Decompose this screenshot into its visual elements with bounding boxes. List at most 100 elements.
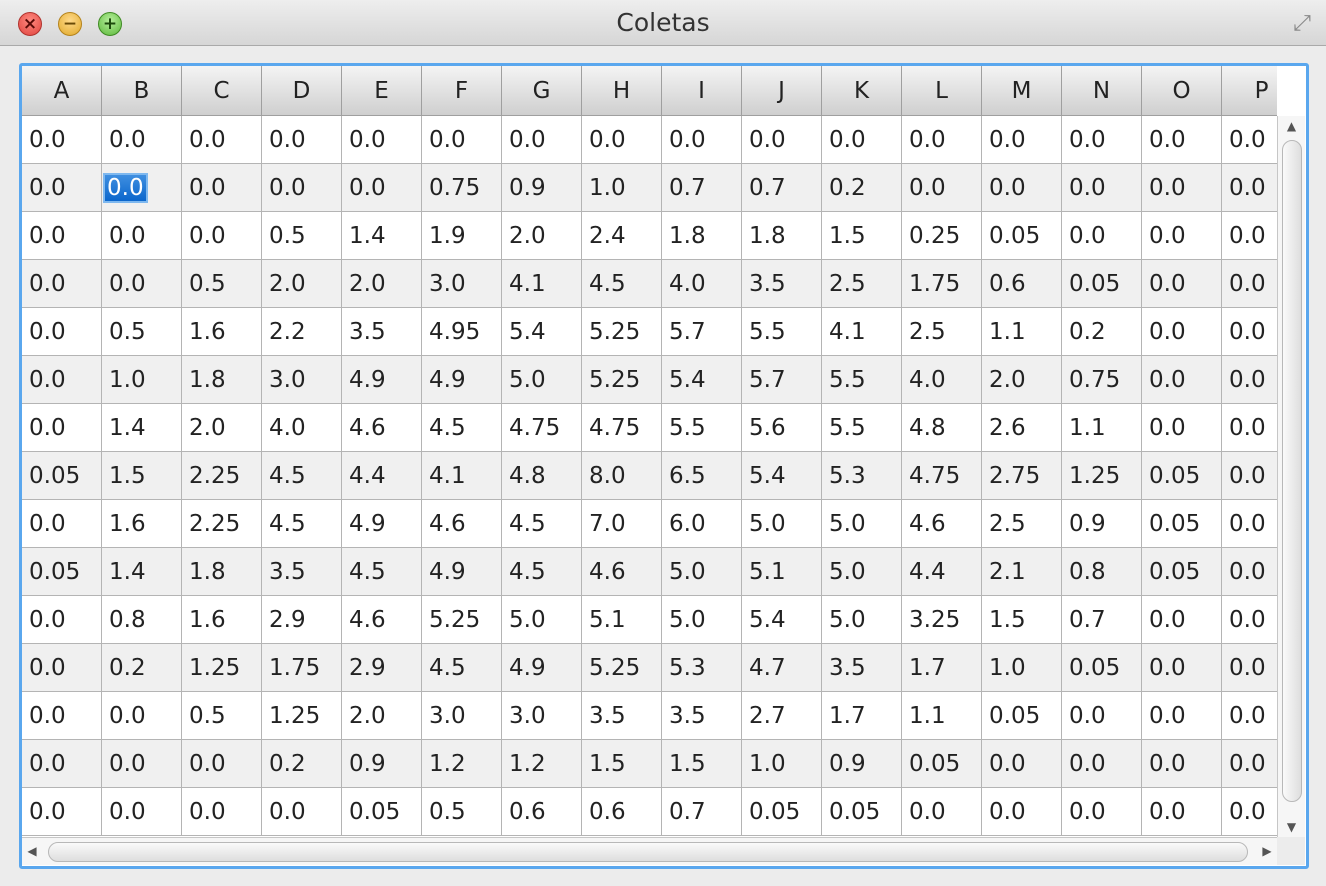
table-cell[interactable]: 1.6 <box>182 308 262 356</box>
table-cell[interactable]: 0.0 <box>22 164 102 212</box>
table-cell[interactable]: 0.0 <box>982 164 1062 212</box>
table-cell[interactable]: 5.1 <box>582 596 662 644</box>
table-cell[interactable]: 5.4 <box>742 596 822 644</box>
table-cell[interactable]: 0.0 <box>182 116 262 164</box>
table-cell[interactable]: 2.9 <box>342 644 422 692</box>
table-cell[interactable]: 0.0 <box>182 212 262 260</box>
table-cell[interactable]: 4.5 <box>342 548 422 596</box>
column-header[interactable]: N <box>1062 66 1142 116</box>
table-cell[interactable]: 0.0 <box>1222 356 1277 404</box>
table-cell[interactable]: 0.9 <box>502 164 582 212</box>
table-cell[interactable]: 1.7 <box>902 644 982 692</box>
table-cell[interactable]: 0.0 <box>22 692 102 740</box>
table-cell[interactable]: 0.0 <box>982 740 1062 788</box>
table-cell[interactable]: 0.0 <box>1222 260 1277 308</box>
table-cell[interactable]: 0.05 <box>982 692 1062 740</box>
table-cell[interactable]: 0.05 <box>1142 548 1222 596</box>
table-cell[interactable]: 6.0 <box>662 500 742 548</box>
table-cell[interactable]: 1.1 <box>982 308 1062 356</box>
table-cell[interactable]: 5.25 <box>582 356 662 404</box>
table-cell[interactable]: 4.0 <box>262 404 342 452</box>
table-cell[interactable]: 1.9 <box>422 212 502 260</box>
table-cell[interactable]: 4.7 <box>742 644 822 692</box>
horizontal-scrollbar[interactable]: ◀ ▶ <box>22 837 1277 865</box>
fullscreen-button[interactable]: ⤢ <box>1288 10 1316 38</box>
scroll-right-icon[interactable]: ▶ <box>1262 844 1272 858</box>
table-cell[interactable]: 4.5 <box>582 260 662 308</box>
table-cell[interactable]: 5.7 <box>742 356 822 404</box>
table-cell[interactable]: 0.0 <box>22 404 102 452</box>
table-cell[interactable]: 1.6 <box>102 500 182 548</box>
column-header[interactable]: E <box>342 66 422 116</box>
table-cell[interactable]: 4.6 <box>342 596 422 644</box>
table-cell[interactable]: 0.0 <box>262 116 342 164</box>
table-cell[interactable]: 0.0 <box>1222 788 1277 836</box>
table-cell[interactable]: 0.2 <box>822 164 902 212</box>
table-cell[interactable]: 0.7 <box>742 164 822 212</box>
table-cell[interactable]: 2.0 <box>262 260 342 308</box>
table-cell[interactable]: 3.0 <box>422 692 502 740</box>
table-cell[interactable]: 0.0 <box>1222 548 1277 596</box>
table-cell[interactable]: 4.9 <box>342 356 422 404</box>
table-cell[interactable]: 5.3 <box>822 452 902 500</box>
table-cell[interactable]: 4.75 <box>582 404 662 452</box>
horizontal-scroll-thumb[interactable] <box>48 842 1248 862</box>
table-cell[interactable]: 0.0 <box>22 116 102 164</box>
table-cell[interactable]: 0.5 <box>422 788 502 836</box>
table-cell[interactable]: 4.5 <box>502 548 582 596</box>
table-cell[interactable]: 0.0 <box>182 164 262 212</box>
table-cell[interactable]: 0.6 <box>582 788 662 836</box>
table-cell[interactable]: 0.0 <box>1222 452 1277 500</box>
table-cell[interactable]: 2.25 <box>182 500 262 548</box>
table-cell[interactable]: 0.0 <box>1222 740 1277 788</box>
table-cell[interactable]: 5.0 <box>822 500 902 548</box>
table-cell[interactable]: 0.0 <box>1222 116 1277 164</box>
column-header[interactable]: F <box>422 66 502 116</box>
table-cell[interactable]: 1.4 <box>102 404 182 452</box>
table-cell[interactable]: 4.0 <box>902 356 982 404</box>
table-cell[interactable]: 0.6 <box>502 788 582 836</box>
table-cell[interactable]: 3.0 <box>422 260 502 308</box>
table-cell[interactable]: 0.25 <box>902 212 982 260</box>
table-cell[interactable]: 0.5 <box>182 260 262 308</box>
table-cell[interactable]: 1.5 <box>662 740 742 788</box>
table-cell[interactable]: 0.0 <box>1062 788 1142 836</box>
table-cell[interactable]: 0.5 <box>102 308 182 356</box>
table-cell[interactable]: 3.0 <box>502 692 582 740</box>
table-cell[interactable]: 3.5 <box>662 692 742 740</box>
table-cell[interactable]: 1.0 <box>982 644 1062 692</box>
table-cell[interactable]: 1.2 <box>502 740 582 788</box>
table-cell[interactable]: 1.25 <box>262 692 342 740</box>
table-cell[interactable]: 0.0 <box>1222 692 1277 740</box>
table-cell[interactable]: 0.0 <box>1222 500 1277 548</box>
table-cell[interactable]: 0.0 <box>22 788 102 836</box>
table-cell[interactable]: 4.75 <box>502 404 582 452</box>
table-cell[interactable]: 0.0 <box>1142 356 1222 404</box>
table-cell[interactable]: 0.0 <box>22 500 102 548</box>
table-cell[interactable]: 0.5 <box>182 692 262 740</box>
table-cell[interactable]: 0.0 <box>1062 692 1142 740</box>
table-cell[interactable]: 4.5 <box>502 500 582 548</box>
table-cell[interactable]: 5.5 <box>822 356 902 404</box>
table-cell[interactable]: 4.0 <box>662 260 742 308</box>
table-cell[interactable]: 5.6 <box>742 404 822 452</box>
table-cell[interactable]: 0.0 <box>102 692 182 740</box>
table-cell[interactable]: 0.5 <box>262 212 342 260</box>
table-cell[interactable]: 5.25 <box>422 596 502 644</box>
table-cell[interactable]: 0.05 <box>1142 500 1222 548</box>
table-cell[interactable]: 6.5 <box>662 452 742 500</box>
table-cell[interactable]: 0.05 <box>342 788 422 836</box>
table-cell[interactable]: 0.0 <box>1222 308 1277 356</box>
table-cell[interactable]: 0.0 <box>902 788 982 836</box>
table-cell[interactable]: 3.5 <box>742 260 822 308</box>
table-cell[interactable]: 8.0 <box>582 452 662 500</box>
table-cell[interactable]: 0.0 <box>182 788 262 836</box>
table-cell[interactable]: 5.3 <box>662 644 742 692</box>
table-cell[interactable]: 3.5 <box>342 308 422 356</box>
table-cell[interactable]: 5.0 <box>822 596 902 644</box>
table-cell[interactable]: 1.5 <box>982 596 1062 644</box>
table-cell[interactable]: 4.4 <box>342 452 422 500</box>
table-cell[interactable]: 1.75 <box>902 260 982 308</box>
table-cell[interactable]: 0.0 <box>22 644 102 692</box>
table-cell[interactable]: 0.7 <box>662 788 742 836</box>
